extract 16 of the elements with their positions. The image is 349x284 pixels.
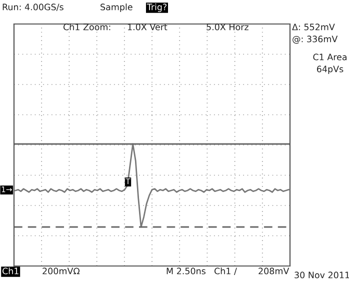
text: C1 Area xyxy=(313,54,346,60)
text: 30 Nov 2011 xyxy=(294,272,349,278)
text: Ch1 xyxy=(2,268,18,274)
text: Δ: 552mV xyxy=(292,24,335,30)
text: 1.0X Vert xyxy=(128,24,168,30)
text: Run: 4.00GS/s xyxy=(2,4,64,11)
text: Ch1 Zoom: xyxy=(63,24,110,30)
text: Trig? xyxy=(146,4,167,12)
text: 208mV xyxy=(258,268,290,274)
text: 64pVs xyxy=(316,66,344,74)
text: 5.0X Horz xyxy=(206,24,248,30)
text: M 2.50ns xyxy=(166,268,206,274)
text: Sample xyxy=(100,4,132,12)
text: Ch1 / xyxy=(214,268,237,275)
text: @: 336mV xyxy=(292,36,338,44)
text: 200mVΩ xyxy=(42,268,80,274)
